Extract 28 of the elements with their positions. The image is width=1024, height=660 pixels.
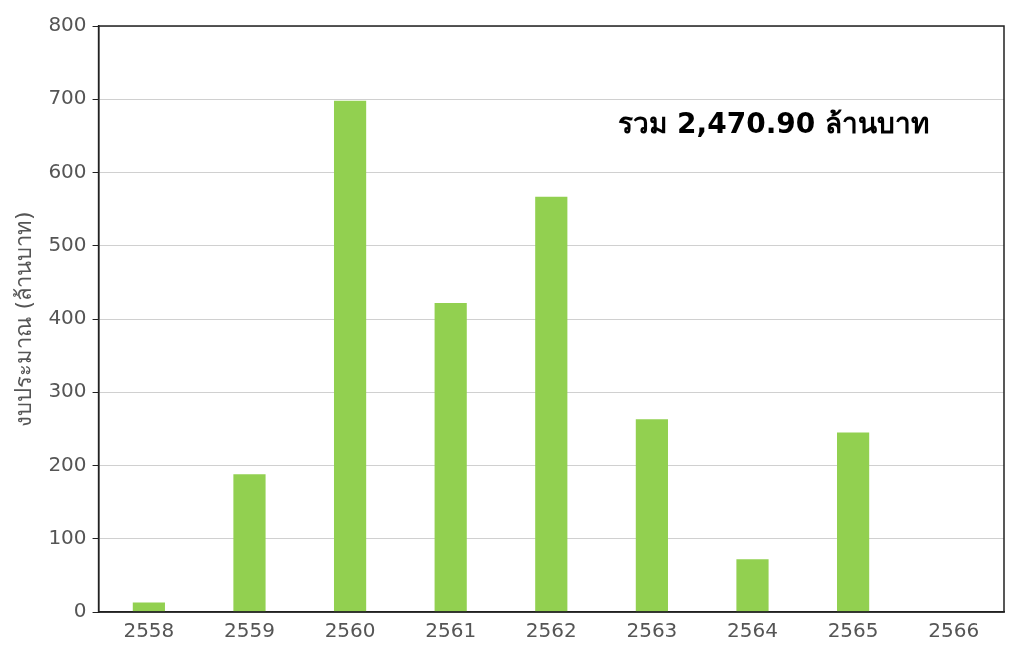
y-tick-label: 500 <box>48 231 87 256</box>
x-tick-label: 2564 <box>727 618 778 643</box>
y-tick-label: 0 <box>73 598 87 623</box>
x-tick-label: 2566 <box>928 618 980 643</box>
x-tick-label: 2562 <box>525 618 577 643</box>
y-tick-label: 800 <box>48 12 87 37</box>
x-tick-label: 2563 <box>626 618 678 643</box>
y-tick-label: 400 <box>48 305 87 330</box>
x-tick-label: 2559 <box>224 618 275 643</box>
x-tick-label: 2565 <box>827 618 879 643</box>
bar <box>233 474 266 612</box>
y-tick-label: 700 <box>48 85 87 110</box>
y-axis-title: งบประมาณ (ล้านบาท) <box>10 211 36 427</box>
bar <box>333 100 367 612</box>
bar <box>635 419 668 612</box>
bar <box>837 432 870 612</box>
x-tick-label: 2558 <box>123 618 175 643</box>
x-tick-label: 2560 <box>324 618 376 643</box>
annotation: รวม 2,470.90 ล้านบาท <box>618 107 929 141</box>
bar <box>535 196 568 612</box>
y-tick-label: 200 <box>48 451 87 476</box>
x-tick-label: 2561 <box>425 618 477 643</box>
bar <box>434 302 467 612</box>
bar <box>736 559 769 612</box>
y-tick-label: 600 <box>48 158 87 183</box>
y-tick-label: 300 <box>48 378 87 403</box>
y-tick-label: 100 <box>48 524 87 549</box>
bar <box>132 602 165 612</box>
